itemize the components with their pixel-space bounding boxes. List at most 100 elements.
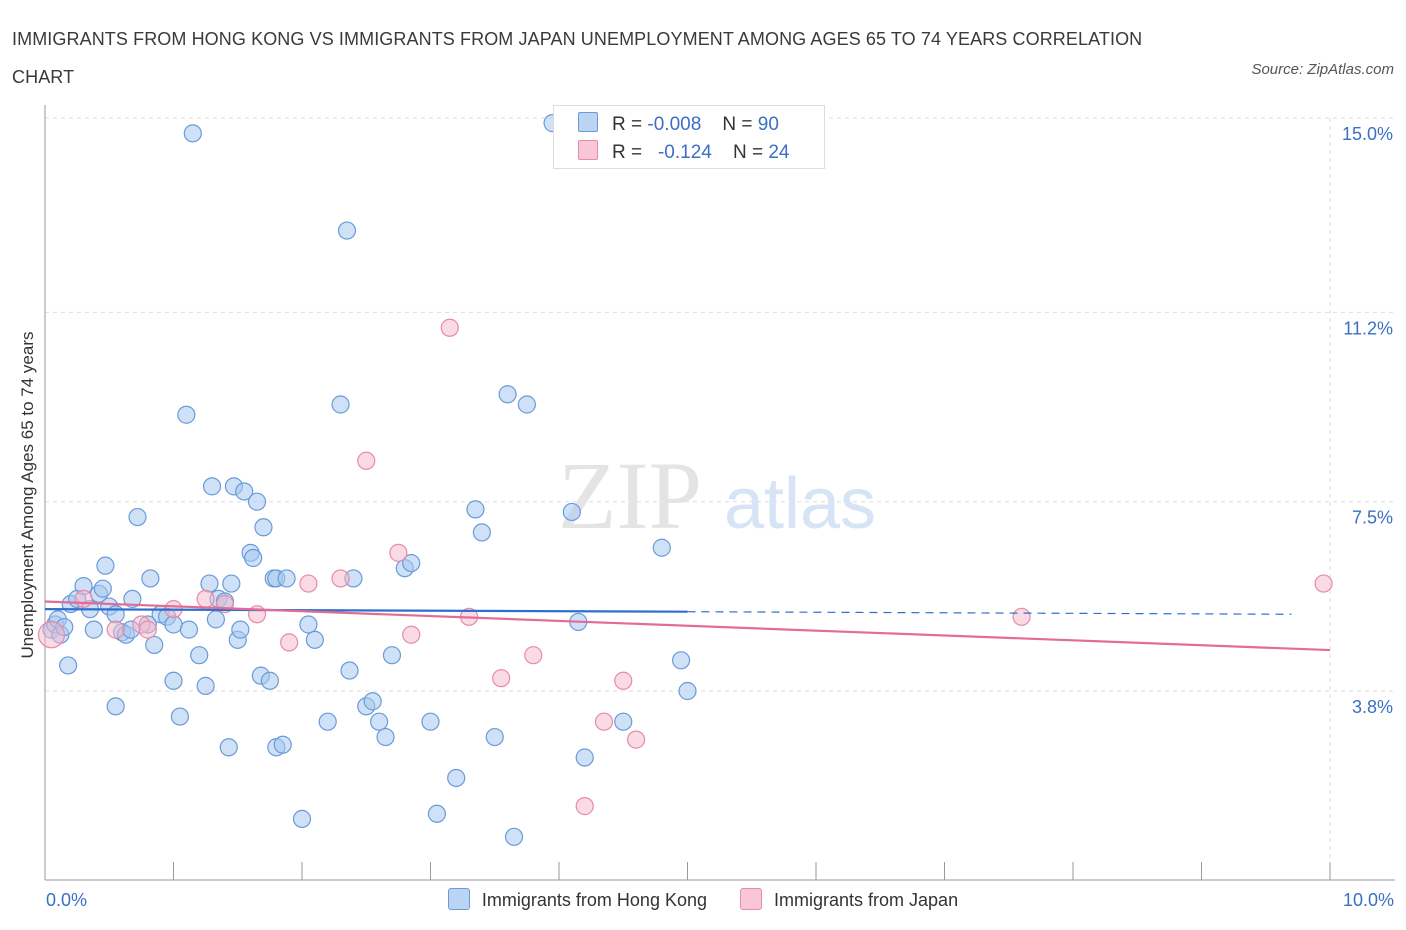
hong-kong-point — [219, 738, 238, 757]
legend-n-value: 24 — [768, 142, 790, 163]
hong-kong-point — [179, 620, 199, 639]
hong-kong-point — [235, 482, 254, 501]
y-tick-label: 7.5% — [1352, 508, 1393, 528]
japan-point — [524, 646, 543, 665]
legend-row-japan: R = -0.124 N = 24 — [578, 140, 789, 164]
hong-kong-point — [504, 827, 524, 846]
hong-kong-point — [337, 221, 357, 240]
hong-kong-point — [273, 735, 292, 754]
hong-kong-point — [447, 768, 466, 788]
hong-kong-point — [247, 492, 267, 511]
watermark: ZIP atlas — [558, 442, 876, 549]
hong-kong-point — [141, 569, 160, 588]
hong-kong-trend-line — [44, 608, 688, 613]
hong-kong-point — [485, 727, 504, 747]
japan-point — [389, 543, 408, 562]
japan-point — [402, 625, 421, 644]
hong-kong-point — [614, 712, 633, 731]
japan-swatch-icon — [740, 888, 763, 910]
hong-kong-swatch-icon — [578, 112, 598, 132]
trend-lines — [44, 600, 1331, 652]
hong-kong-point — [318, 712, 337, 731]
japan-point — [196, 589, 215, 609]
hong-kong-point — [96, 556, 115, 575]
hong-kong-point — [59, 656, 78, 675]
legend-label: Immigrants from Hong Kong — [481, 890, 707, 910]
hong-kong-point — [671, 651, 691, 670]
legend-n-label: N = — [732, 142, 764, 163]
y-tick-labels: 3.8% 7.5% 11.2% 15.0% — [1342, 124, 1393, 717]
hong-kong-point — [299, 615, 318, 634]
japan-points — [37, 318, 1333, 816]
japan-trend-line — [44, 600, 1331, 652]
chart-title: IMMIGRANTS FROM HONG KONG VS IMMIGRANTS … — [12, 29, 1143, 87]
legend-r-value: -0.008 — [647, 114, 702, 135]
japan-point — [74, 589, 93, 609]
hong-kong-point — [427, 804, 447, 823]
legend-r-label: R = — [612, 114, 643, 135]
hong-kong-point — [164, 671, 183, 690]
japan-point — [614, 671, 633, 690]
japan-point — [1314, 574, 1333, 593]
hong-kong-point — [190, 646, 209, 665]
hong-kong-point — [260, 671, 279, 690]
japan-point — [575, 797, 594, 816]
legend-label: Immigrants from Japan — [774, 890, 959, 910]
y-tick-label: 3.8% — [1352, 697, 1393, 717]
hong-kong-point — [466, 500, 485, 519]
hong-kong-point — [164, 615, 183, 634]
hong-kong-point — [678, 681, 697, 701]
legend-item-hong-kong[interactable]: Immigrants from Hong Kong — [447, 888, 707, 911]
hong-kong-point — [202, 477, 222, 496]
hong-kong-point — [93, 579, 112, 598]
hong-kong-point — [170, 707, 190, 726]
hong-kong-point — [244, 548, 263, 568]
y-tick-label: 11.2% — [1343, 318, 1393, 338]
hong-kong-point — [231, 620, 250, 639]
legend-row-hong-kong: R = -0.008 N = 90 — [578, 112, 779, 136]
hong-kong-point — [292, 809, 312, 829]
hong-kong-point — [305, 630, 324, 649]
hong-kong-point — [277, 569, 296, 588]
hong-kong-point — [206, 610, 226, 629]
legend-r-value: -0.124 — [657, 142, 712, 163]
hong-kong-point — [562, 502, 581, 522]
hong-kong-point — [575, 748, 594, 767]
japan-point — [1012, 607, 1031, 626]
hong-kong-point — [376, 727, 395, 747]
japan-point — [331, 569, 350, 588]
hong-kong-point — [402, 553, 421, 573]
hong-kong-point — [200, 574, 219, 593]
series-legend: Immigrants from Hong Kong Immigrants fro… — [0, 888, 1406, 911]
hong-kong-point — [106, 697, 125, 716]
watermark-atlas: atlas — [724, 464, 876, 544]
hong-kong-point — [472, 523, 491, 542]
y-axis-label: Unemployment Among Ages 65 to 74 years — [18, 331, 37, 659]
hong-kong-point — [370, 712, 389, 731]
hong-kong-point — [254, 518, 273, 537]
hong-kong-swatch-icon — [447, 888, 470, 910]
japan-point — [357, 451, 376, 470]
source-label: Source: ZipAtlas.com — [1251, 61, 1394, 78]
hong-kong-point — [128, 507, 147, 527]
x-tick-label-min: 0.0% — [46, 890, 88, 910]
legend-r-label: R = — [612, 142, 643, 163]
japan-point — [299, 574, 318, 593]
japan-point — [440, 318, 459, 337]
legend-n-value: 90 — [757, 114, 779, 135]
y-tick-label: 15.0% — [1342, 124, 1393, 144]
japan-point — [280, 633, 299, 652]
correlation-legend: R = -0.008 N = 90 R = -0.124 N = 24 — [553, 105, 825, 169]
hong-kong-point — [340, 661, 359, 680]
japan-point — [626, 730, 646, 749]
japan-point — [37, 621, 66, 649]
hong-kong-trend-extension — [687, 611, 1292, 615]
hong-kong-point — [177, 405, 196, 424]
axis-layer — [44, 105, 1395, 881]
hong-kong-point — [652, 538, 671, 557]
legend-n-label: N = — [722, 114, 753, 135]
hong-kong-point — [123, 589, 142, 609]
hong-kong-point — [84, 620, 103, 639]
legend-item-japan[interactable]: Immigrants from Japan — [740, 888, 958, 911]
japan-point — [594, 712, 614, 731]
